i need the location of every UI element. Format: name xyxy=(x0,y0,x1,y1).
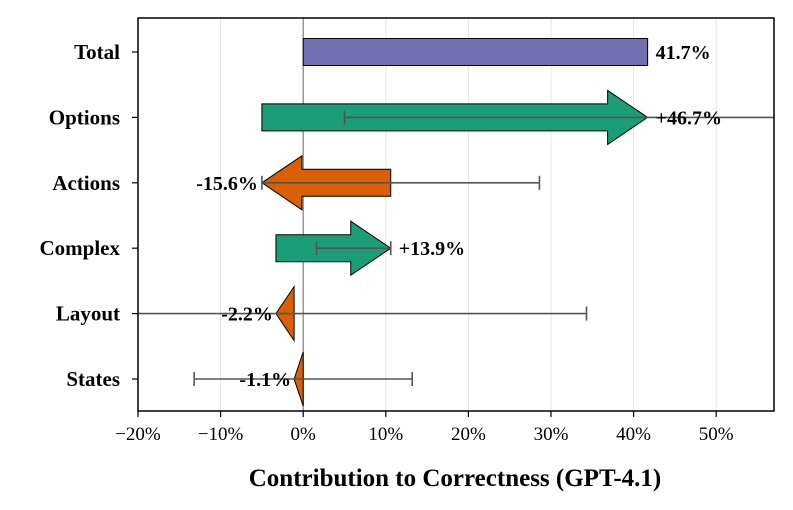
x-tick-label: 40% xyxy=(616,424,651,445)
plot-frame xyxy=(137,17,775,412)
category-label-complex: Complex xyxy=(40,236,121,260)
category-label-actions: Actions xyxy=(52,171,120,195)
x-tick-label: 20% xyxy=(451,424,486,445)
x-axis-title: Contribution to Correctness (GPT-4.1) xyxy=(249,465,661,492)
x-tick-label: 0% xyxy=(291,424,317,445)
value-label-complex: +13.9% xyxy=(399,238,465,260)
x-tick-label: 50% xyxy=(699,424,734,445)
x-tick-label: 10% xyxy=(368,424,403,445)
value-label-options: +46.7% xyxy=(656,107,722,129)
x-tick-label: 30% xyxy=(534,424,569,445)
category-label-total: Total xyxy=(74,40,120,64)
value-label-actions: -15.6% xyxy=(196,173,258,195)
value-label-total: 41.7% xyxy=(656,42,711,64)
x-tick-label: −20% xyxy=(115,424,161,445)
bar-total xyxy=(302,38,649,66)
category-label-options: Options xyxy=(49,105,120,129)
value-label-states: -1.1% xyxy=(239,369,291,391)
category-label-states: States xyxy=(66,367,120,391)
error-bars-group xyxy=(138,110,774,386)
value-labels-group: 41.7% +46.7% -15.6% +13.9% -2.2% -1.1% xyxy=(196,42,722,391)
axes-group: −20% −10% 0% 10% 20% 30% 40% 50% Total Options Act… xyxy=(40,40,734,445)
value-label-layout: -2.2% xyxy=(221,304,273,326)
x-tick-label: −10% xyxy=(198,424,244,445)
category-label-layout: Layout xyxy=(56,302,120,326)
